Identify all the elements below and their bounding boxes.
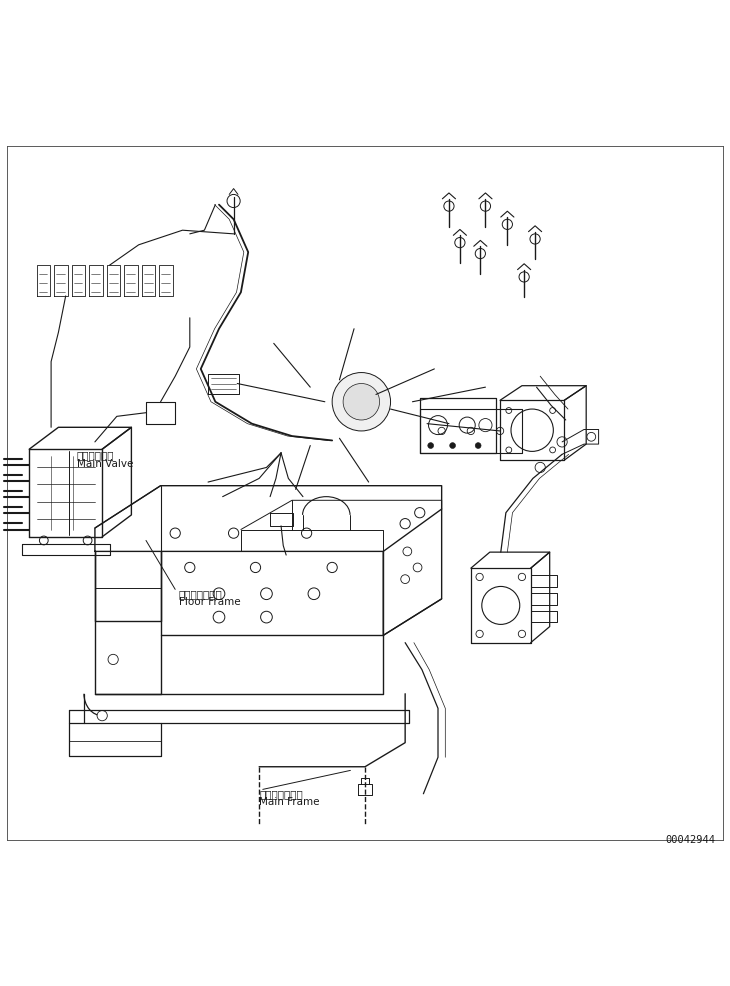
Text: メインフレーム: メインフレーム bbox=[259, 790, 303, 800]
Circle shape bbox=[496, 427, 504, 435]
Circle shape bbox=[557, 437, 567, 447]
Circle shape bbox=[535, 462, 545, 472]
Circle shape bbox=[428, 443, 434, 449]
Circle shape bbox=[502, 219, 512, 230]
Circle shape bbox=[438, 427, 445, 435]
Circle shape bbox=[450, 443, 456, 449]
Circle shape bbox=[332, 373, 391, 431]
Text: フロアフレーム: フロアフレーム bbox=[179, 590, 223, 599]
Text: Main Frame: Main Frame bbox=[259, 798, 320, 808]
Circle shape bbox=[415, 508, 425, 518]
Circle shape bbox=[308, 588, 320, 599]
Circle shape bbox=[213, 588, 225, 599]
Circle shape bbox=[228, 528, 239, 538]
Circle shape bbox=[401, 575, 410, 584]
Circle shape bbox=[403, 547, 412, 556]
Circle shape bbox=[343, 384, 380, 420]
Circle shape bbox=[480, 201, 491, 211]
Circle shape bbox=[213, 611, 225, 623]
Circle shape bbox=[39, 536, 48, 545]
Text: メインバルブ: メインバルブ bbox=[77, 451, 114, 460]
Circle shape bbox=[261, 611, 272, 623]
Circle shape bbox=[83, 536, 92, 545]
Text: 00042944: 00042944 bbox=[666, 835, 715, 845]
Circle shape bbox=[413, 563, 422, 572]
Circle shape bbox=[444, 201, 454, 211]
Circle shape bbox=[301, 528, 312, 538]
Circle shape bbox=[475, 443, 481, 449]
Circle shape bbox=[455, 238, 465, 247]
Circle shape bbox=[185, 562, 195, 573]
Circle shape bbox=[227, 194, 240, 208]
Circle shape bbox=[170, 528, 180, 538]
Circle shape bbox=[530, 234, 540, 245]
Circle shape bbox=[108, 655, 118, 665]
Circle shape bbox=[400, 519, 410, 528]
Circle shape bbox=[327, 562, 337, 573]
Circle shape bbox=[97, 711, 107, 721]
Text: Main Valve: Main Valve bbox=[77, 458, 133, 468]
Circle shape bbox=[475, 248, 485, 258]
Circle shape bbox=[250, 562, 261, 573]
Circle shape bbox=[467, 427, 474, 435]
Circle shape bbox=[261, 588, 272, 599]
Text: Floor Frame: Floor Frame bbox=[179, 598, 240, 607]
Circle shape bbox=[519, 272, 529, 282]
Circle shape bbox=[482, 587, 520, 624]
